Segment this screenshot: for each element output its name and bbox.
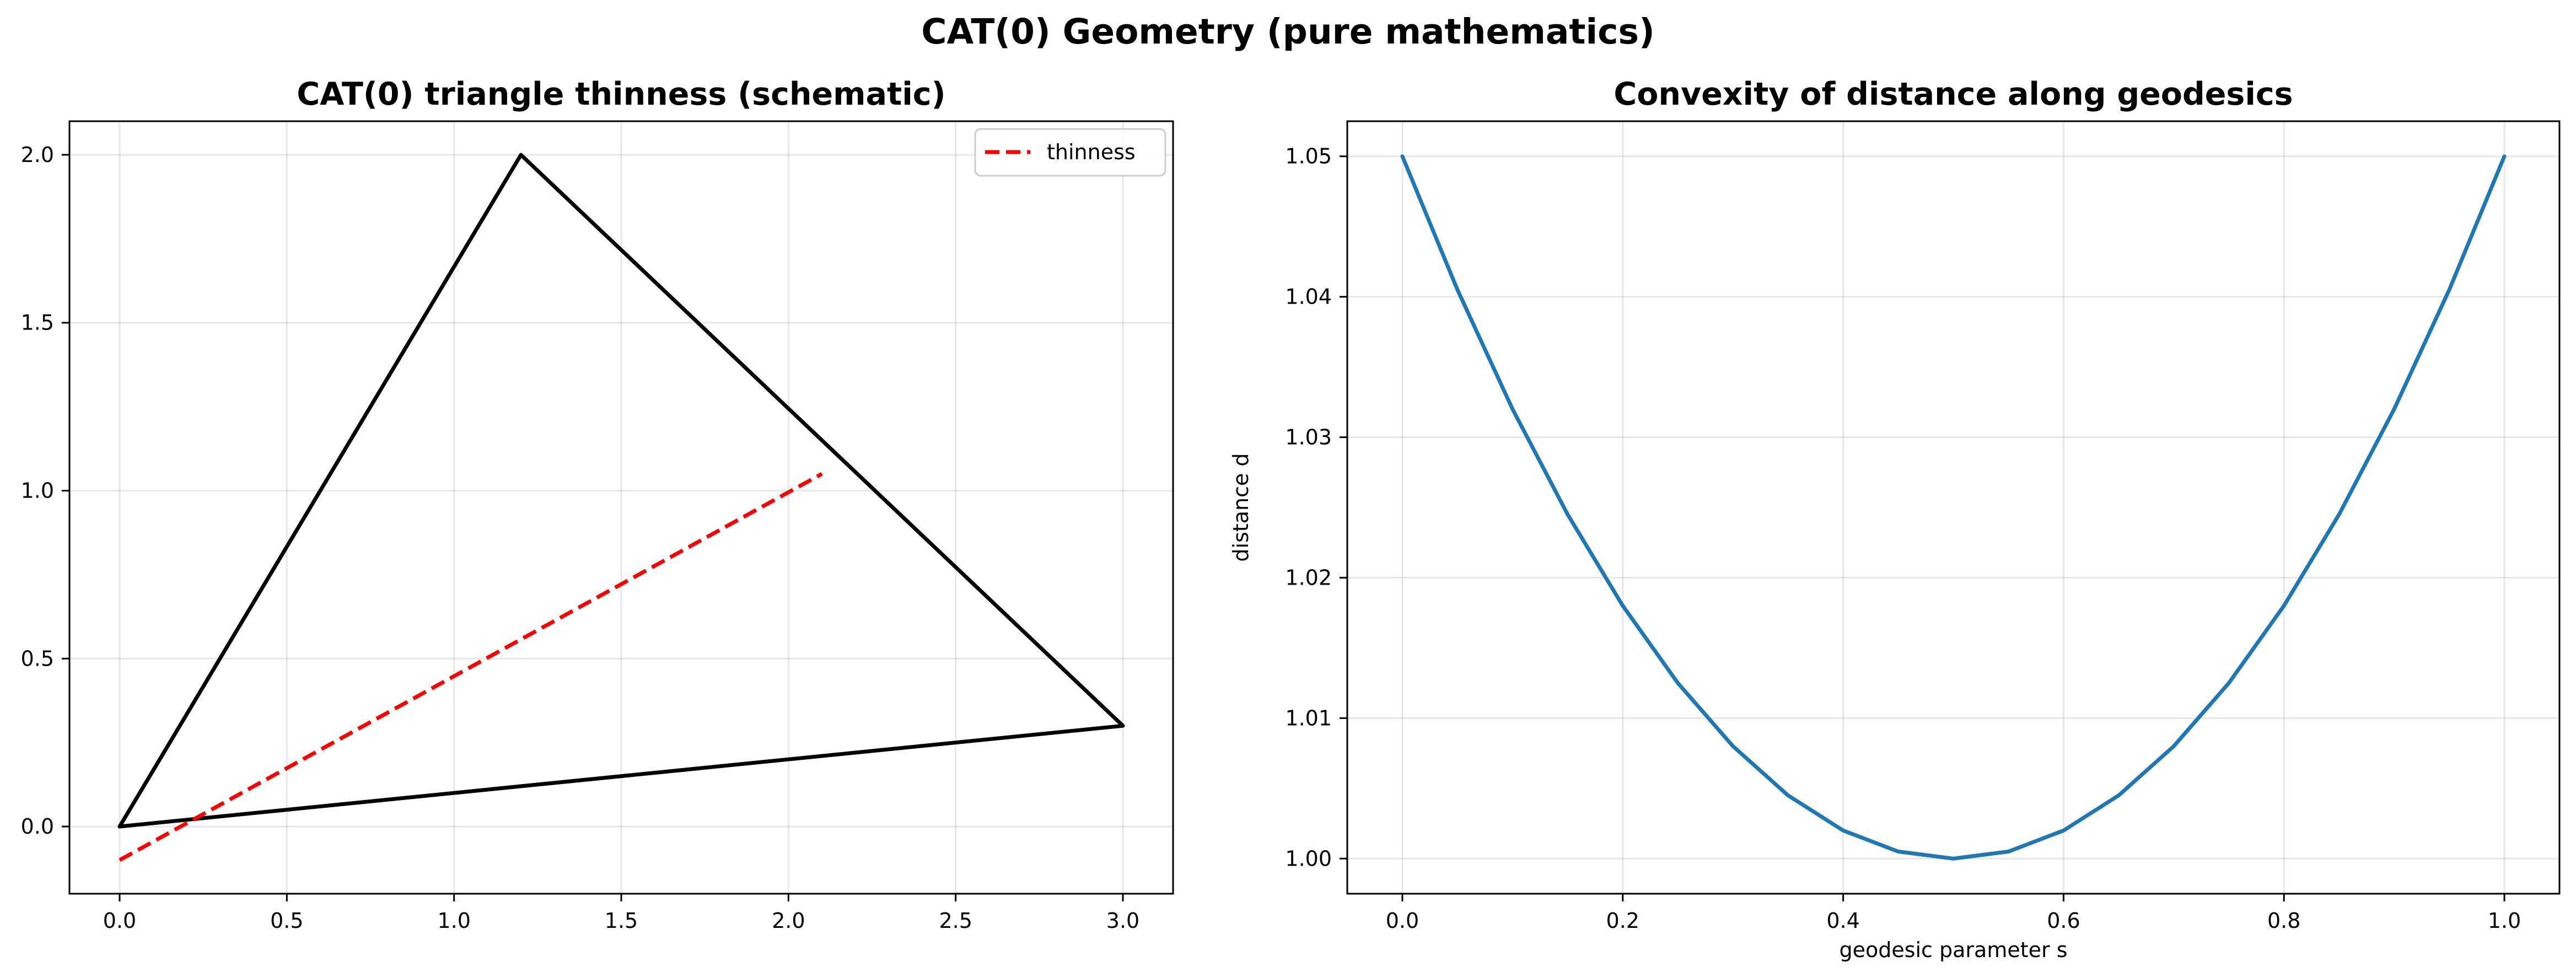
legend: thinness	[974, 128, 1166, 177]
x-tick-label: 0.4	[1826, 909, 1859, 933]
y-tick-label: 1.03	[1285, 425, 1332, 450]
legend-label: thinness	[1047, 140, 1136, 164]
x-tick-label: 2.0	[772, 909, 805, 933]
x-tick-label: 0.5	[270, 909, 303, 933]
x-tick-label: 2.5	[939, 909, 972, 933]
thinness-line	[119, 472, 823, 862]
y-axis-label: distance d	[1229, 453, 1253, 561]
chart-title: Convexity of distance along geodesics	[1614, 76, 2293, 112]
x-tick-label: 0.0	[1386, 909, 1419, 933]
x-tick-label: 0.8	[2267, 909, 2300, 933]
axes-frame	[1346, 120, 2561, 895]
y-tick-label: 1.00	[1285, 846, 1332, 871]
y-tick-label: 0.5	[21, 646, 54, 671]
y-tick-label: 1.02	[1285, 565, 1332, 590]
x-tick-label: 0.2	[1606, 909, 1639, 933]
x-tick-label: 0.6	[2047, 909, 2080, 933]
x-tick-label: 0.0	[103, 909, 136, 933]
legend-box	[974, 128, 1166, 177]
x-tick-label: 1.0	[437, 909, 470, 933]
x-axis-label: geodesic parameter s	[1839, 938, 2067, 962]
x-tick-label: 3.0	[1106, 909, 1139, 933]
x-tick-label: 1.0	[2488, 909, 2521, 933]
chart-title: CAT(0) triangle thinness (schematic)	[297, 76, 945, 112]
figure-title: CAT(0) Geometry (pure mathematics)	[921, 12, 1655, 52]
x-tick-label: 1.5	[605, 909, 638, 933]
y-tick-label: 1.0	[21, 479, 54, 503]
y-tick-label: 1.01	[1285, 706, 1332, 730]
chart-panel-1: 0.0 0.5 1.0 1.5 2.0 2.5 3.0 0.0 0.5 1.0 1.5 2.0 CAT(…	[21, 76, 1174, 933]
y-tick-label: 1.04	[1285, 285, 1332, 309]
series-1-line	[1400, 154, 2507, 861]
y-tick-label: 0.0	[21, 814, 54, 839]
series-1-line	[117, 153, 1125, 829]
chart-panel-2: 0.0 0.2 0.4 0.6 0.8 1.0 1.00 1.01 1.02 1.03 1.04 1.…	[1229, 76, 2561, 962]
y-tick-label: 2.0	[21, 143, 54, 167]
y-tick-label: 1.05	[1285, 144, 1332, 169]
y-tick-label: 1.5	[21, 311, 54, 335]
